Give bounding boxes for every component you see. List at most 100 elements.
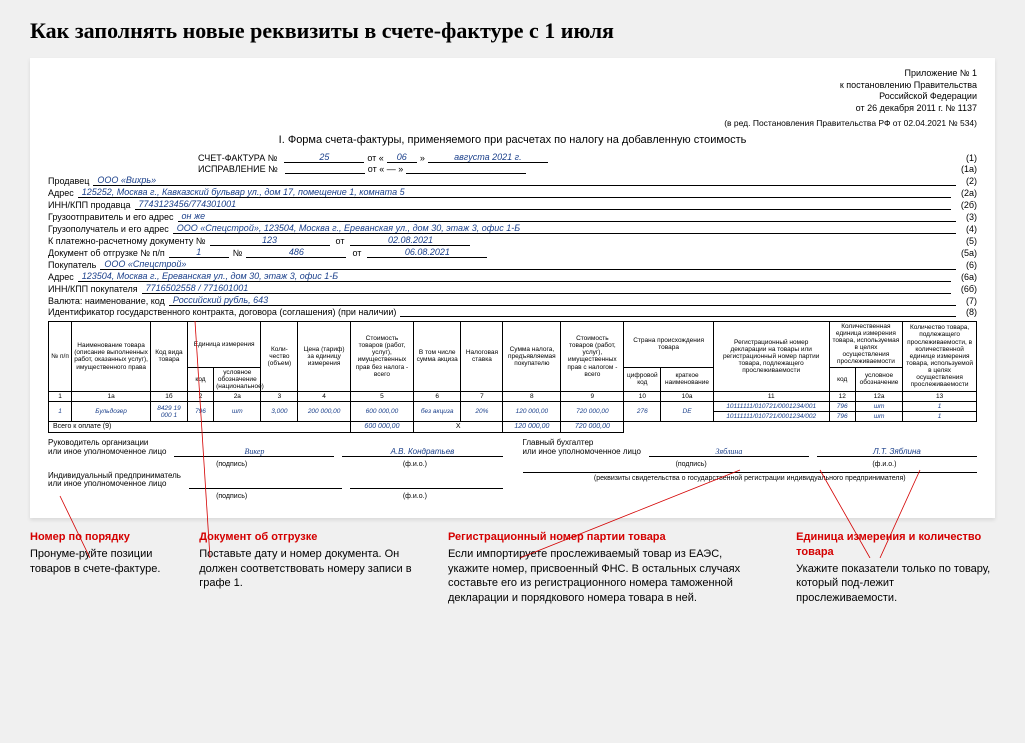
th-10: Страна происхождения товара bbox=[624, 321, 713, 367]
colnum-11: 11 bbox=[713, 392, 829, 402]
td-uu2-2: шт bbox=[855, 412, 902, 422]
td-reg2: 10111111/010721/0001234/002 bbox=[713, 412, 829, 422]
shipdoc-label: Документ об отгрузке № п/п bbox=[48, 248, 169, 258]
annot-4-title: Единица измерения и количество товара bbox=[796, 530, 995, 560]
colnum-1: 1 bbox=[49, 392, 72, 402]
th-10k: цифровой код bbox=[624, 367, 661, 391]
colnum-12: 12 bbox=[829, 392, 855, 402]
invoice-table: № п/п Наименование товара (описание выпо… bbox=[48, 321, 977, 433]
baddr-n: (6а) bbox=[951, 272, 977, 282]
tX: X bbox=[414, 422, 503, 433]
sig-l2: Главный бухгалтер bbox=[523, 438, 594, 447]
correction-date bbox=[406, 173, 526, 174]
th-8: Сумма налога, предъявляемая покупателю bbox=[503, 321, 561, 391]
td-uk2-2: 796 bbox=[829, 412, 855, 422]
paydoc-n: (5) bbox=[956, 236, 977, 246]
line-num-1: (1) bbox=[956, 153, 977, 163]
invoice-month: августа 2021 г. bbox=[428, 152, 548, 163]
colnum-7: 7 bbox=[461, 392, 503, 402]
colnum-8: 8 bbox=[503, 392, 561, 402]
annot-1-title: Номер по порядку bbox=[30, 530, 169, 545]
reg-line bbox=[523, 472, 978, 473]
header-fields: СЧЕТ-ФАКТУРА № 25 от « 06» августа 2021 … bbox=[48, 152, 977, 317]
th-9: Стоимость товаров (работ, услуг), имущес… bbox=[561, 321, 624, 391]
th-4: Цена (тариф) за единицу измерения bbox=[298, 321, 351, 391]
binn-value: 7716502558 / 771601001 bbox=[142, 283, 951, 294]
th-12u: условное обозначение bbox=[855, 367, 902, 391]
th-2u: условное обозначение (национальное) bbox=[214, 367, 261, 391]
shipdoc-numl: № bbox=[229, 248, 247, 258]
appendix-l2: к постановлению Правительства bbox=[48, 80, 977, 92]
th-10n: краткое наименование bbox=[661, 367, 714, 391]
td-uk2-1: 796 bbox=[829, 402, 855, 412]
colnum-2а: 2а bbox=[214, 392, 261, 402]
td-code: 8429 19 000 1 bbox=[151, 402, 188, 422]
annot-4-body: Укажите показатели только по товару, кот… bbox=[796, 562, 995, 607]
buyer-value: ООО «Спецстрой» bbox=[100, 259, 956, 270]
addr-label: Адрес bbox=[48, 188, 78, 198]
colnum-12а: 12а bbox=[855, 392, 902, 402]
sub-p3: (подпись) bbox=[144, 493, 319, 500]
sig-l1b: или иное уполномоченное лицо bbox=[48, 447, 166, 456]
binn-n: (6б) bbox=[951, 284, 977, 294]
shipper-n: (3) bbox=[956, 212, 977, 222]
t9: 720 000,00 bbox=[561, 422, 624, 433]
appendix-l4: от 26 декабря 2011 г. № 1137 bbox=[48, 103, 977, 115]
td-rate: 20% bbox=[461, 402, 503, 422]
signature-area: Руководитель организацииили иное уполном… bbox=[48, 439, 977, 502]
td-sum: 600 000,00 bbox=[350, 402, 413, 422]
seller-n: (2) bbox=[956, 176, 977, 186]
curr-n: (7) bbox=[956, 296, 977, 306]
appendix-l3: Российской Федерации bbox=[48, 91, 977, 103]
td-cn: DE bbox=[661, 402, 714, 422]
colnum-5: 5 bbox=[350, 392, 413, 402]
baddr-value: 123504, Москва г., Ереванская ул., дом 3… bbox=[78, 271, 951, 282]
buyer-label: Покупатель bbox=[48, 260, 100, 270]
annot-1-body: Пронуме-руйте позиции товаров в счете-фа… bbox=[30, 547, 169, 577]
sig-name-2: Л.Т. Зяблина bbox=[817, 447, 977, 457]
line-num-1a: (1а) bbox=[951, 164, 977, 174]
ot-label: от « bbox=[367, 153, 383, 163]
sub-f2: (ф.и.о.) bbox=[792, 461, 977, 468]
colnum-2: 2 bbox=[187, 392, 213, 402]
th-11: Регистрационный номер декларации на това… bbox=[713, 321, 829, 391]
shipper-value: он же bbox=[178, 211, 957, 222]
totals-row: Всего к оплате (9) 600 000,00 X 120 000,… bbox=[49, 422, 977, 433]
sig-l3: Индивидуальный предприниматель bbox=[48, 471, 181, 480]
td-n: 1 bbox=[49, 402, 72, 422]
gov-value bbox=[400, 316, 956, 317]
td-cc: 276 bbox=[624, 402, 661, 422]
revision-note: (в ред. Постановления Правительства РФ о… bbox=[48, 118, 977, 128]
sub-f1: (ф.и.о.) bbox=[327, 461, 502, 468]
sig-l2b: или иное уполномоченное лицо bbox=[523, 447, 641, 456]
signature-2: Зяблина bbox=[649, 447, 809, 457]
sub-f3: (ф.и.о.) bbox=[327, 493, 502, 500]
th-5: Стоимость товаров (работ, услуг), имущес… bbox=[350, 321, 413, 391]
annot-4: Единица измерения и количество товара Ук… bbox=[796, 530, 995, 606]
inn-s-value: 7743123456/774301001 bbox=[135, 199, 951, 210]
seller-value: ООО «Вихрь» bbox=[93, 175, 956, 186]
annot-2-title: Документ об отгрузке bbox=[199, 530, 418, 545]
binn-label: ИНН/КПП покупателя bbox=[48, 284, 142, 294]
colnum-3: 3 bbox=[261, 392, 298, 402]
paydoc-num: 123 bbox=[210, 235, 330, 246]
shipdoc-num: 486 bbox=[246, 247, 346, 258]
paydoc-label: К платежно-расчетному документу № bbox=[48, 236, 210, 246]
t5: 600 000,00 bbox=[350, 422, 413, 433]
correction-label: ИСПРАВЛЕНИЕ № bbox=[198, 164, 282, 174]
sig-l3b: или иное уполномоченное лицо bbox=[48, 479, 166, 488]
annot-3-body: Если импортируете прослеживаемый товар и… bbox=[448, 547, 766, 606]
invoice-number: 25 bbox=[284, 152, 364, 163]
th-1: № п/п bbox=[49, 321, 72, 391]
td-total: 720 000,00 bbox=[561, 402, 624, 422]
form-title: I. Форма счета-фактуры, применяемого при… bbox=[48, 134, 977, 146]
baddr-label: Адрес bbox=[48, 272, 78, 282]
sig-name-1: А.В. Кондратьев bbox=[342, 447, 502, 457]
invoice-day: 06 bbox=[387, 152, 417, 163]
colnum-9: 9 bbox=[561, 392, 624, 402]
column-numbers-row: 11а1б22а34567891010а111212а13 bbox=[49, 392, 977, 402]
paydoc-ot: от bbox=[330, 236, 351, 246]
colnum-10а: 10а bbox=[661, 392, 714, 402]
td-name: Бульдозер bbox=[72, 402, 151, 422]
page-title: Как заполнять новые реквизиты в счете-фа… bbox=[0, 0, 1025, 44]
